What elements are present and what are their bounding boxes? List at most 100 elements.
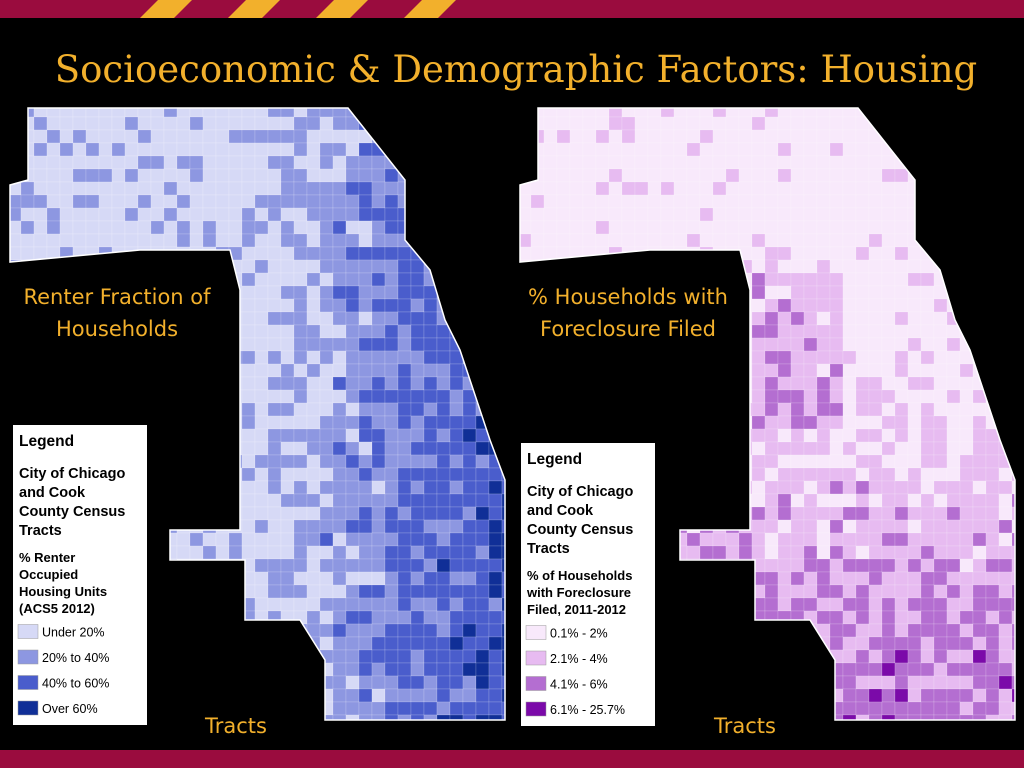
tract — [959, 701, 974, 716]
tract — [85, 207, 100, 222]
tract — [397, 480, 412, 495]
tract — [686, 545, 701, 560]
tract — [267, 168, 282, 183]
tract — [462, 584, 477, 599]
tract — [358, 155, 373, 170]
tract — [595, 155, 610, 170]
tract — [686, 142, 701, 157]
tract — [397, 311, 412, 326]
tract — [254, 337, 269, 352]
tract — [319, 298, 334, 313]
tract — [462, 493, 477, 508]
tract — [358, 363, 373, 378]
tract — [972, 441, 987, 456]
tract — [816, 506, 831, 521]
tract — [371, 610, 386, 625]
tract — [543, 194, 558, 209]
tract — [410, 649, 425, 664]
tract — [738, 194, 753, 209]
tract — [150, 142, 165, 157]
tract — [241, 441, 256, 456]
tract — [137, 116, 152, 131]
tract — [319, 623, 334, 638]
tract — [842, 116, 857, 131]
tract — [371, 506, 386, 521]
tract — [384, 688, 399, 703]
tract — [371, 675, 386, 690]
tract — [254, 454, 269, 469]
tract — [803, 116, 818, 131]
tract — [1011, 506, 1015, 521]
tract — [803, 168, 818, 183]
tract — [946, 389, 961, 404]
tract — [293, 584, 308, 599]
tract — [410, 389, 425, 404]
tract — [777, 168, 792, 183]
tract — [725, 532, 740, 547]
tract — [764, 116, 779, 131]
tract — [738, 532, 753, 547]
tract — [33, 194, 48, 209]
tract — [397, 467, 412, 482]
tract — [33, 207, 48, 222]
tract — [163, 116, 178, 131]
tract — [946, 454, 961, 469]
tract — [280, 259, 295, 274]
tract — [621, 129, 636, 144]
tract — [972, 532, 987, 547]
tract — [241, 155, 256, 170]
tract — [920, 506, 935, 521]
tract — [345, 558, 360, 573]
tract — [972, 480, 987, 495]
tract — [215, 233, 230, 248]
tract — [855, 441, 870, 456]
tract — [907, 532, 922, 547]
tract — [881, 454, 896, 469]
tract — [306, 168, 321, 183]
tract — [384, 285, 399, 300]
tract — [410, 337, 425, 352]
tract — [920, 272, 935, 287]
tract — [332, 519, 347, 534]
tract — [137, 194, 152, 209]
tract — [358, 142, 373, 157]
tract — [332, 467, 347, 482]
tract — [384, 207, 399, 222]
tract — [920, 532, 935, 547]
tract — [241, 363, 256, 378]
tract — [751, 506, 766, 521]
tract — [946, 519, 961, 534]
tract — [959, 454, 974, 469]
tract — [59, 168, 74, 183]
tract — [790, 233, 805, 248]
tract — [267, 207, 282, 222]
tract — [556, 220, 571, 235]
tract — [293, 454, 308, 469]
tract — [829, 116, 844, 131]
tract — [384, 415, 399, 430]
tract — [933, 688, 948, 703]
tract — [868, 402, 883, 417]
tract — [582, 194, 597, 209]
tract — [946, 376, 961, 391]
tract — [946, 493, 961, 508]
tract — [816, 168, 831, 183]
tract — [462, 545, 477, 560]
tract — [751, 272, 766, 287]
tract — [803, 129, 818, 144]
tract — [462, 532, 477, 547]
tract — [855, 350, 870, 365]
tract — [46, 129, 61, 144]
tract — [176, 220, 191, 235]
tract — [868, 220, 883, 235]
tract — [764, 597, 779, 612]
tract — [881, 662, 896, 677]
tract — [881, 480, 896, 495]
tract — [777, 584, 792, 599]
tract — [462, 415, 477, 430]
tract — [124, 181, 139, 196]
tract — [894, 298, 909, 313]
tract — [332, 233, 347, 248]
tract — [881, 688, 896, 703]
tract — [1011, 623, 1015, 638]
